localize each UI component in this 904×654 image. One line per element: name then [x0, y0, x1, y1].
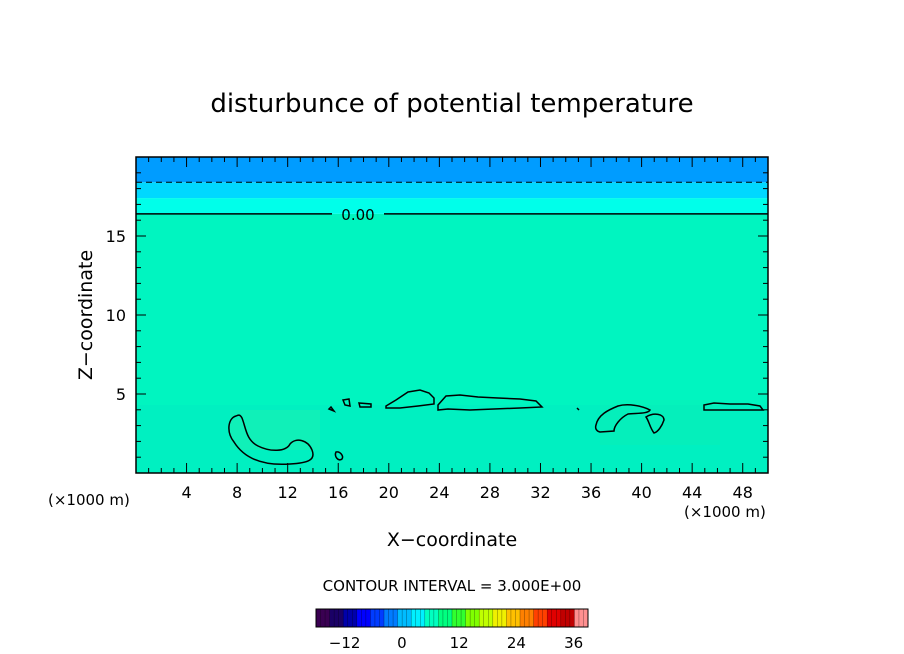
chart-title: disturbunce of potential temperature: [210, 89, 693, 119]
cloud-contour: [358, 402, 372, 408]
colorbar-swatch: [520, 609, 535, 627]
colorbar-swatch: [438, 609, 453, 627]
cloud-contour: [644, 413, 665, 434]
cloud-contour: [341, 398, 351, 407]
cloud-contour: [228, 414, 314, 466]
cloud-contours: [228, 389, 765, 466]
y-axis-label: Z−coordinate: [75, 250, 97, 380]
colorbar-swatch: [397, 609, 412, 627]
colorbar-swatch: [506, 609, 521, 627]
colorbar-swatch: [370, 609, 385, 627]
cloud-contour: [385, 389, 435, 409]
field-bands: [136, 157, 768, 473]
colorbar-frame: [315, 608, 589, 628]
colorbar: −12 0 12 24 36: [315, 608, 589, 652]
colorbar-swatch: [329, 609, 344, 627]
y-tick-label: 5: [116, 385, 126, 404]
x-ticks: 4 8 12 16 20 24 28 32 36 40 44 48: [148, 157, 756, 502]
x-tick-label: 44: [682, 483, 702, 502]
x-tick-label: 20: [379, 483, 399, 502]
x-axis-label: X−coordinate: [387, 529, 517, 551]
colorbar-swatch: [492, 609, 507, 627]
colorbar-swatch: [411, 609, 426, 627]
colorbar-swatch: [547, 609, 562, 627]
x-tick-label: 36: [581, 483, 601, 502]
colorbar-swatch: [343, 609, 358, 627]
x-tick-label: 12: [278, 483, 298, 502]
x-unit-right: (×1000 m): [684, 503, 766, 521]
cloud-contour: [703, 402, 765, 411]
colorbar-swatch: [452, 609, 467, 627]
field-band: [136, 213, 768, 473]
colorbar-tick-label: −12: [329, 634, 361, 652]
colorbar-swatch: [479, 609, 494, 627]
x-unit-left: (×1000 m): [48, 491, 130, 509]
cloud-contour: [327, 405, 337, 413]
colorbar-tick-label: 12: [450, 634, 469, 652]
y-tick-label: 15: [106, 227, 126, 246]
plot-area: 0.00: [136, 157, 768, 473]
x-tick-label: 32: [530, 483, 550, 502]
colorbar-swatch: [465, 609, 480, 627]
field-band: [136, 198, 768, 214]
cloud-contour: [594, 404, 652, 433]
x-tick-label: 4: [181, 483, 191, 502]
colorbar-tick-label: 0: [397, 634, 407, 652]
x-tick-label: 40: [631, 483, 651, 502]
y-tick-label: 10: [106, 306, 126, 325]
colorbar-swatch: [533, 609, 548, 627]
contour-interval: CONTOUR INTERVAL = 3.000E+00: [323, 577, 582, 595]
x-tick-label: 8: [232, 483, 242, 502]
cloud-contour: [437, 394, 544, 411]
colorbar-swatch: [574, 609, 589, 627]
x-tick-label: 16: [328, 483, 348, 502]
colorbar-swatch: [560, 609, 575, 627]
colorbar-tick-label: 36: [564, 634, 583, 652]
cloud-contour: [334, 451, 344, 461]
x-tick-label: 24: [429, 483, 449, 502]
x-tick-label: 48: [733, 483, 753, 502]
field-band: [136, 182, 768, 199]
contour-label: 0.00: [341, 206, 374, 224]
cloud-contour: [576, 407, 580, 411]
colorbar-swatch: [384, 609, 399, 627]
x-tick-label: 28: [480, 483, 500, 502]
surface-noise: [136, 400, 768, 473]
contour-lines: 0.00: [136, 181, 768, 224]
colorbar-swatch: [424, 609, 439, 627]
y-ticks: 5 10 15: [106, 172, 768, 458]
colorbar-swatch: [316, 609, 331, 627]
colorbar-tick-label: 24: [507, 634, 526, 652]
colorbar-swatch: [356, 609, 371, 627]
